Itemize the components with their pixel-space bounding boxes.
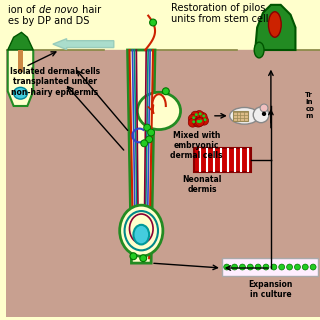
Circle shape bbox=[197, 120, 200, 123]
Ellipse shape bbox=[124, 211, 158, 250]
Circle shape bbox=[194, 118, 203, 127]
Text: Tr
in
co
m: Tr in co m bbox=[305, 92, 314, 119]
Bar bbox=[6, 50, 320, 317]
Polygon shape bbox=[255, 5, 295, 50]
Bar bbox=[194, 148, 251, 172]
FancyArrow shape bbox=[53, 39, 114, 50]
Circle shape bbox=[310, 264, 316, 270]
Text: Neonatal
dermis: Neonatal dermis bbox=[182, 175, 222, 194]
Text: Expansion
in culture: Expansion in culture bbox=[249, 280, 293, 299]
Circle shape bbox=[199, 112, 202, 116]
Circle shape bbox=[202, 115, 205, 117]
Text: Restoration of pilos: Restoration of pilos bbox=[171, 3, 265, 13]
Circle shape bbox=[146, 136, 153, 143]
Text: de novo: de novo bbox=[39, 5, 78, 15]
Circle shape bbox=[141, 140, 148, 147]
Circle shape bbox=[195, 117, 204, 126]
Circle shape bbox=[232, 264, 237, 270]
Ellipse shape bbox=[230, 108, 259, 124]
Circle shape bbox=[239, 264, 245, 270]
Circle shape bbox=[294, 264, 300, 270]
Text: units from stem cell: units from stem cell bbox=[171, 14, 268, 24]
Text: hair: hair bbox=[79, 5, 101, 15]
Ellipse shape bbox=[120, 205, 163, 256]
Circle shape bbox=[271, 264, 277, 270]
Ellipse shape bbox=[137, 92, 180, 130]
Circle shape bbox=[188, 114, 197, 123]
Circle shape bbox=[188, 118, 197, 127]
Circle shape bbox=[144, 124, 151, 131]
Text: Mixed with
embryonic
dermal cells: Mixed with embryonic dermal cells bbox=[170, 131, 222, 160]
Circle shape bbox=[162, 88, 169, 95]
Bar bbox=[18, 50, 23, 72]
Polygon shape bbox=[8, 32, 33, 50]
Ellipse shape bbox=[268, 12, 281, 37]
Circle shape bbox=[198, 120, 201, 123]
Circle shape bbox=[191, 111, 200, 120]
Circle shape bbox=[247, 264, 253, 270]
Bar bbox=[233, 111, 248, 121]
Text: Isolated dermal cells
transplanted under
non-hairy epidermis: Isolated dermal cells transplanted under… bbox=[10, 67, 100, 97]
Circle shape bbox=[192, 116, 195, 119]
Circle shape bbox=[204, 118, 207, 121]
Ellipse shape bbox=[133, 225, 149, 244]
Circle shape bbox=[193, 118, 202, 127]
Circle shape bbox=[262, 112, 266, 115]
Circle shape bbox=[224, 264, 230, 270]
Circle shape bbox=[287, 264, 292, 270]
Bar bbox=[222, 258, 318, 276]
Circle shape bbox=[198, 113, 207, 121]
Circle shape bbox=[130, 253, 137, 260]
Circle shape bbox=[200, 116, 209, 125]
Polygon shape bbox=[128, 50, 155, 263]
Circle shape bbox=[148, 129, 155, 136]
Circle shape bbox=[140, 255, 147, 262]
Ellipse shape bbox=[14, 87, 28, 99]
Circle shape bbox=[255, 264, 261, 270]
Text: es by DP and DS: es by DP and DS bbox=[8, 16, 89, 26]
Circle shape bbox=[192, 120, 195, 123]
Bar bbox=[6, 3, 320, 52]
Circle shape bbox=[302, 264, 308, 270]
Ellipse shape bbox=[254, 42, 264, 58]
Polygon shape bbox=[8, 50, 33, 106]
Circle shape bbox=[279, 264, 285, 270]
Text: ion of: ion of bbox=[8, 5, 38, 15]
Circle shape bbox=[195, 110, 204, 119]
Ellipse shape bbox=[130, 214, 153, 244]
Circle shape bbox=[260, 104, 268, 112]
Circle shape bbox=[195, 113, 198, 116]
Circle shape bbox=[263, 264, 269, 270]
Circle shape bbox=[253, 107, 269, 123]
Circle shape bbox=[199, 120, 202, 123]
Circle shape bbox=[150, 19, 156, 26]
